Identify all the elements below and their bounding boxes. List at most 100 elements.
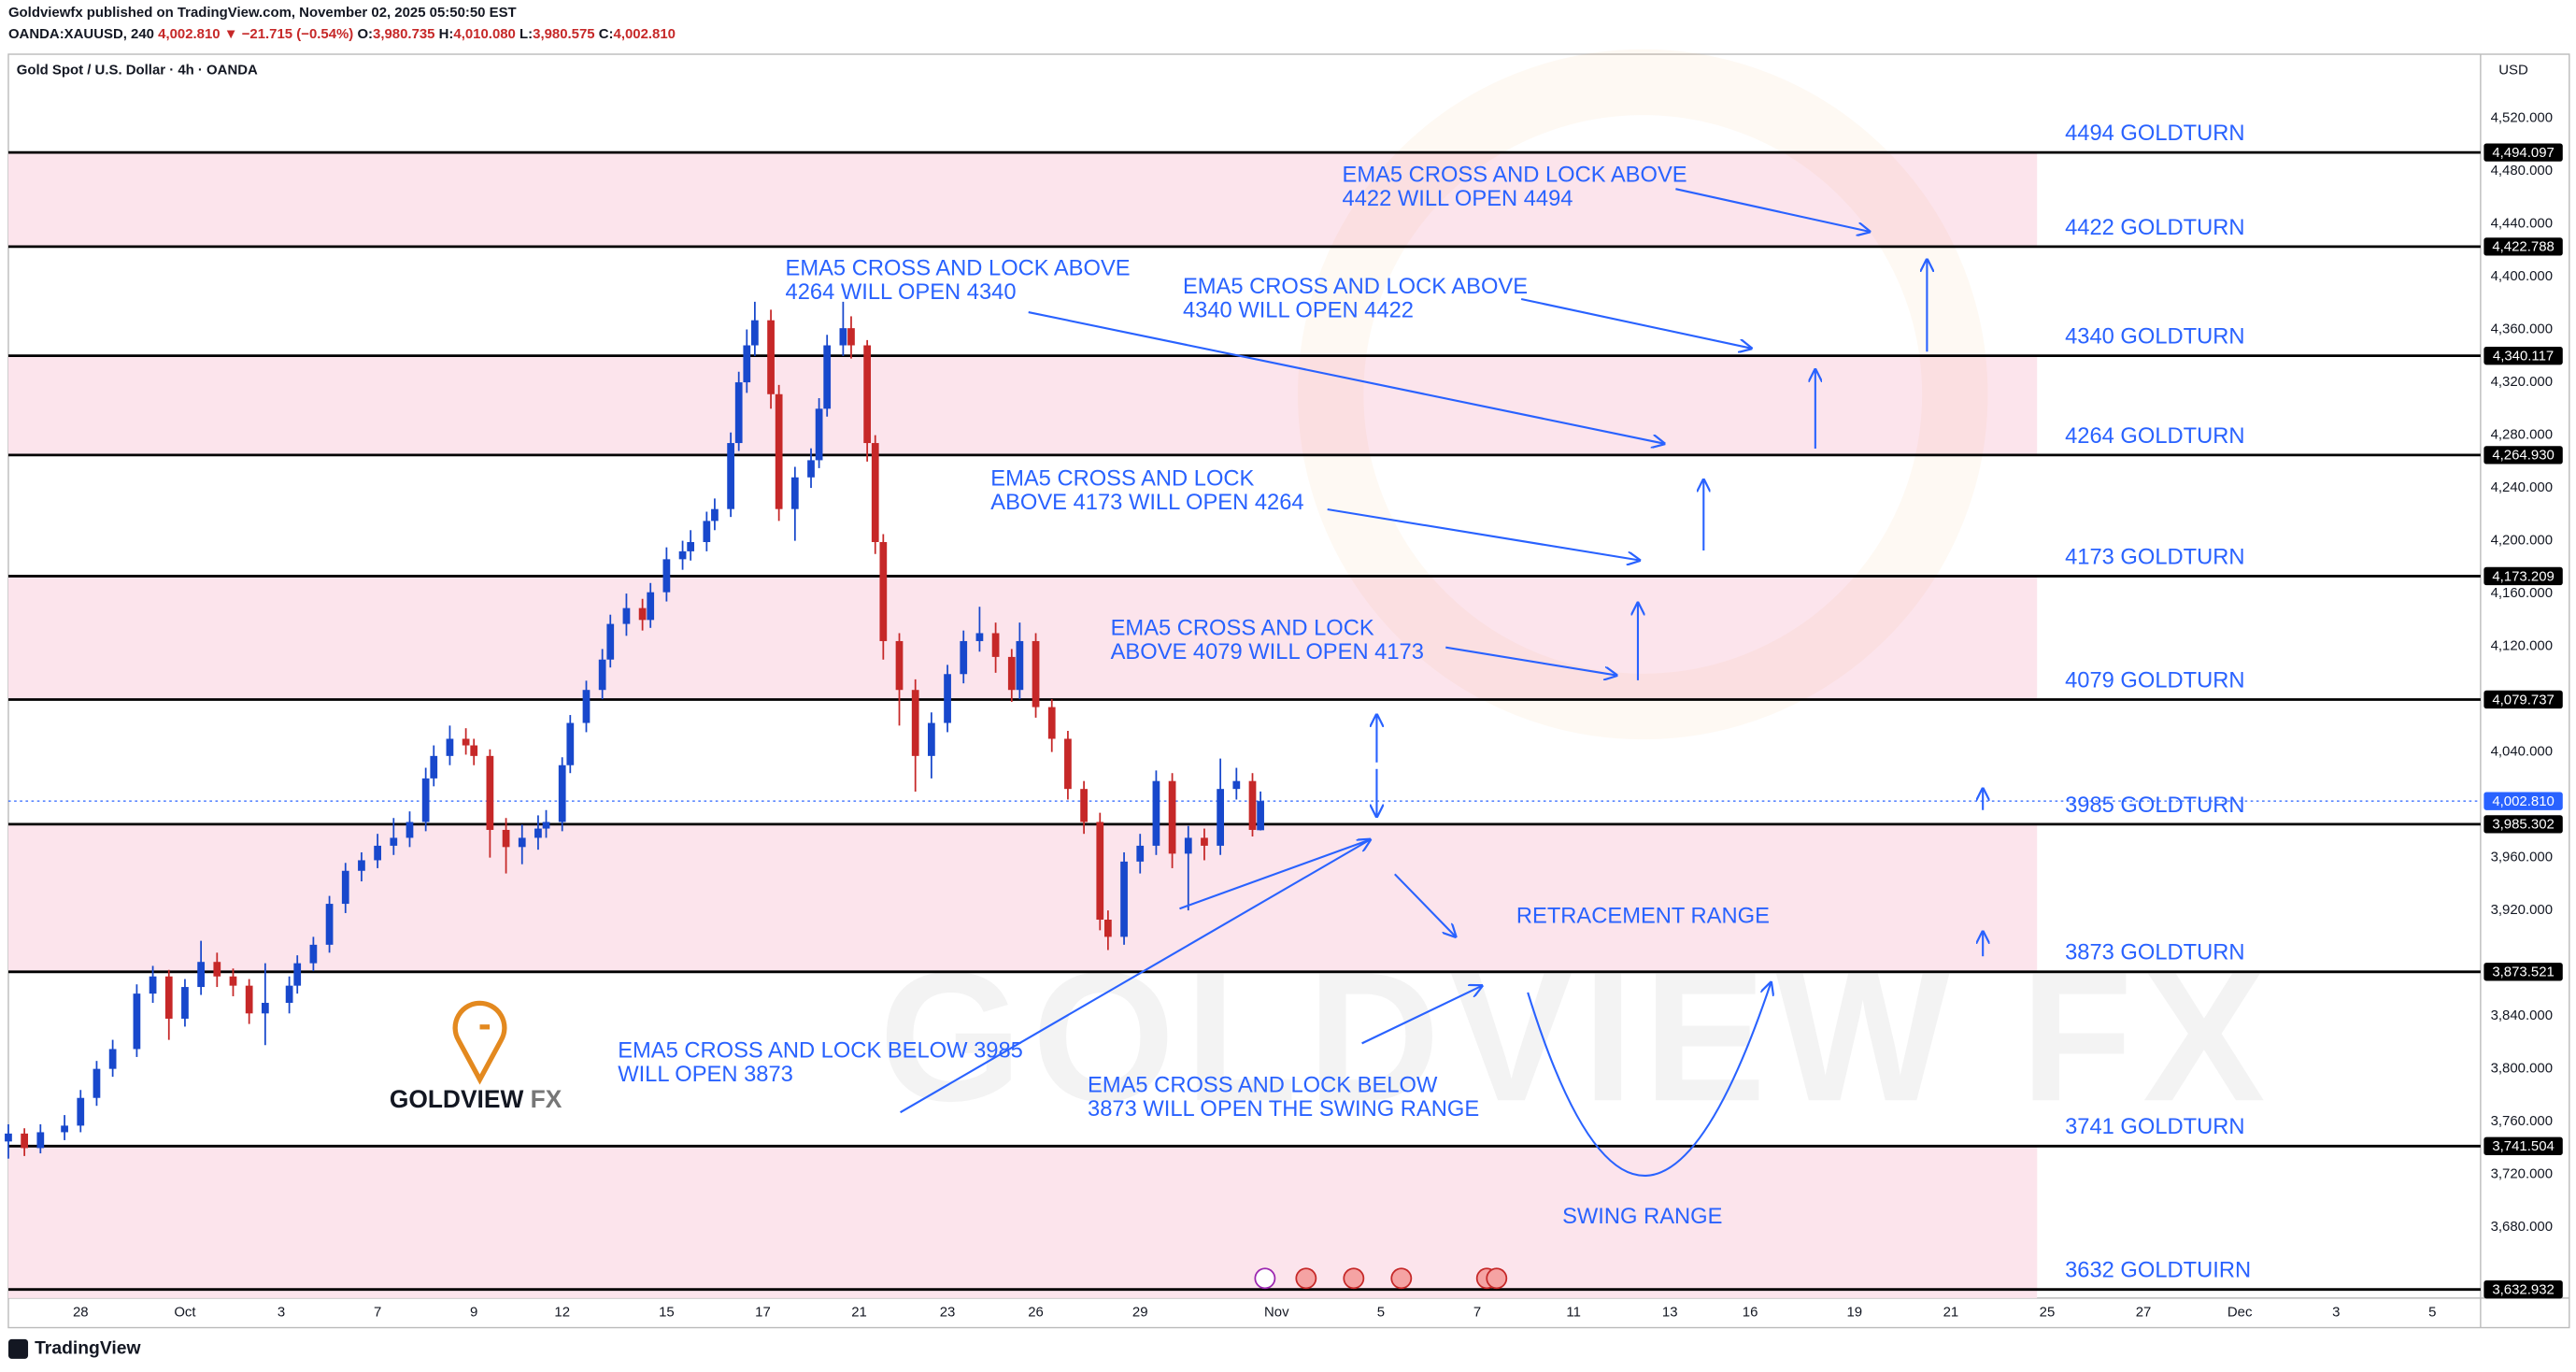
x-tick-label: 9: [470, 1305, 477, 1321]
y-tick-label: 3,680.000: [2491, 1219, 2553, 1235]
arrow: [1394, 873, 1456, 936]
arrow: [1520, 297, 1751, 349]
publisher: Goldviewfx published on TradingView.com,…: [8, 5, 517, 21]
candle-body: [734, 382, 743, 444]
symbol-line: OANDA:XAUUSD, 240 4,002.810 ▼ −21.715 (−…: [8, 26, 676, 42]
candle-body: [285, 985, 293, 1004]
x-tick-label: 19: [1846, 1305, 1862, 1321]
x-tick-label: 27: [2136, 1305, 2152, 1321]
x-tick-label: Dec: [2227, 1305, 2253, 1321]
candle-body: [149, 976, 157, 994]
arrow: [1028, 311, 1664, 444]
annotation: ABOVE 4079 WILL OPEN 4173: [1111, 640, 1424, 665]
candle-body: [991, 633, 1000, 657]
candle-body: [1120, 861, 1128, 937]
candle-body: [751, 320, 759, 346]
x-tick-label: Oct: [174, 1305, 196, 1321]
ohlc-key: C:: [599, 26, 614, 42]
event-icons: [1254, 1267, 1508, 1290]
price-tag: [2483, 143, 2563, 162]
annotation: EMA5 CROSS AND LOCK ABOVE: [1183, 275, 1528, 299]
candle-body: [486, 755, 494, 830]
y-tick-label: 3,760.000: [2491, 1113, 2553, 1129]
y-tick-label: 3,920.000: [2491, 902, 2553, 918]
candle-body: [1080, 789, 1088, 822]
candle-body: [622, 607, 631, 624]
trend-line: [1179, 838, 1371, 910]
candle-body: [928, 722, 935, 756]
price-tag: [2483, 690, 2563, 709]
price-tag: [2483, 566, 2563, 586]
ohlc-value: 4,002.810: [614, 26, 676, 42]
candle-body: [911, 690, 919, 756]
x-tick-label: 3: [278, 1305, 285, 1321]
price-tag-label: 4,340.117: [2493, 348, 2554, 364]
candle-body: [558, 765, 566, 822]
candle-body: [960, 640, 968, 675]
last-price-label: 4,002.810: [2492, 793, 2554, 809]
event-icon: [1254, 1267, 1276, 1290]
price-tag: [2483, 1136, 2563, 1155]
candle-body: [1232, 780, 1241, 790]
candle-body: [5, 1133, 12, 1142]
annotation: EMA5 CROSS AND LOCK BELOW: [1088, 1073, 1438, 1097]
candle-body: [598, 659, 606, 691]
event-icon: [1390, 1267, 1413, 1290]
y-tick-label: 4,120.000: [2491, 638, 2553, 654]
candle-body: [823, 345, 832, 409]
y-tick-label: 4,400.000: [2491, 268, 2553, 284]
candle-body: [502, 829, 510, 848]
level-label: 4340 GOLDTURN: [2065, 325, 2244, 350]
candle-body: [1136, 845, 1145, 862]
candle-body: [775, 393, 783, 509]
symbol: OANDA:XAUUSD, 240: [8, 26, 154, 42]
annotation: EMA5 CROSS AND LOCK ABOVE: [786, 257, 1131, 281]
x-tick-label: 21: [1943, 1305, 1959, 1321]
x-tick-label: 17: [755, 1305, 771, 1321]
x-tick-label: 29: [1132, 1305, 1148, 1321]
price-tag: [2483, 446, 2563, 464]
annotation: 4340 WILL OPEN 4422: [1183, 298, 1414, 322]
candle-body: [1217, 789, 1225, 846]
watermark-logo: [1298, 49, 1988, 740]
candle-body: [261, 1003, 269, 1014]
candle-body: [662, 559, 671, 593]
candle-body: [944, 674, 951, 723]
candle-body: [446, 738, 454, 756]
y-tick-label: 4,440.000: [2491, 215, 2553, 231]
price-tag-label: 3,632.932: [2492, 1281, 2554, 1297]
candle-body: [21, 1133, 29, 1149]
price-tag: [2483, 963, 2563, 981]
y-tick-label: 3,840.000: [2491, 1008, 2553, 1023]
x-tick-label: 25: [2040, 1305, 2056, 1321]
level-label: 3985 GOLDTURN: [2065, 793, 2244, 818]
candle-body: [606, 623, 615, 660]
y-tick-label: 3,720.000: [2491, 1166, 2553, 1182]
annotation: WILL OPEN 3873: [618, 1063, 793, 1087]
candle-body: [895, 640, 904, 691]
x-tick-label: 7: [374, 1305, 381, 1321]
logo-main: GOLDVIEW FX: [390, 1085, 562, 1113]
price-tag: [2483, 346, 2563, 365]
candle-body: [390, 837, 398, 846]
candle-body: [703, 521, 711, 542]
price-tag-label: 3,873.521: [2492, 965, 2554, 980]
candle-body: [309, 944, 318, 964]
annotation: SWING RANGE: [1562, 1205, 1722, 1229]
last: 4,002.810: [158, 26, 220, 42]
annotation: ABOVE 4173 WILL OPEN 4264: [990, 491, 1303, 515]
candle-body: [1152, 780, 1160, 846]
candle-body: [518, 837, 526, 848]
x-tick-label: 12: [554, 1305, 570, 1321]
x-tick-label: Nov: [1264, 1305, 1289, 1321]
price-tag-label: 4,079.737: [2492, 692, 2554, 707]
annotation: EMA5 CROSS AND LOCK: [990, 467, 1254, 492]
candle-body: [582, 690, 591, 723]
candle-body: [1016, 640, 1024, 691]
candle-body: [1168, 780, 1176, 854]
price-tag-label: 3,741.504: [2492, 1138, 2554, 1154]
candle-body: [815, 408, 823, 461]
candle-body: [293, 963, 302, 986]
ohlc-value: 3,980.575: [533, 26, 594, 42]
